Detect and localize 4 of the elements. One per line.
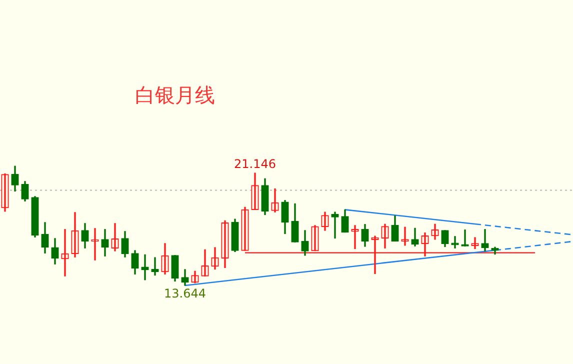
candlestick (451, 236, 459, 248)
annotation: 13.644 (164, 286, 206, 301)
annotation: 21.146 (234, 157, 276, 172)
chart-title: 白银月线 (135, 83, 215, 107)
